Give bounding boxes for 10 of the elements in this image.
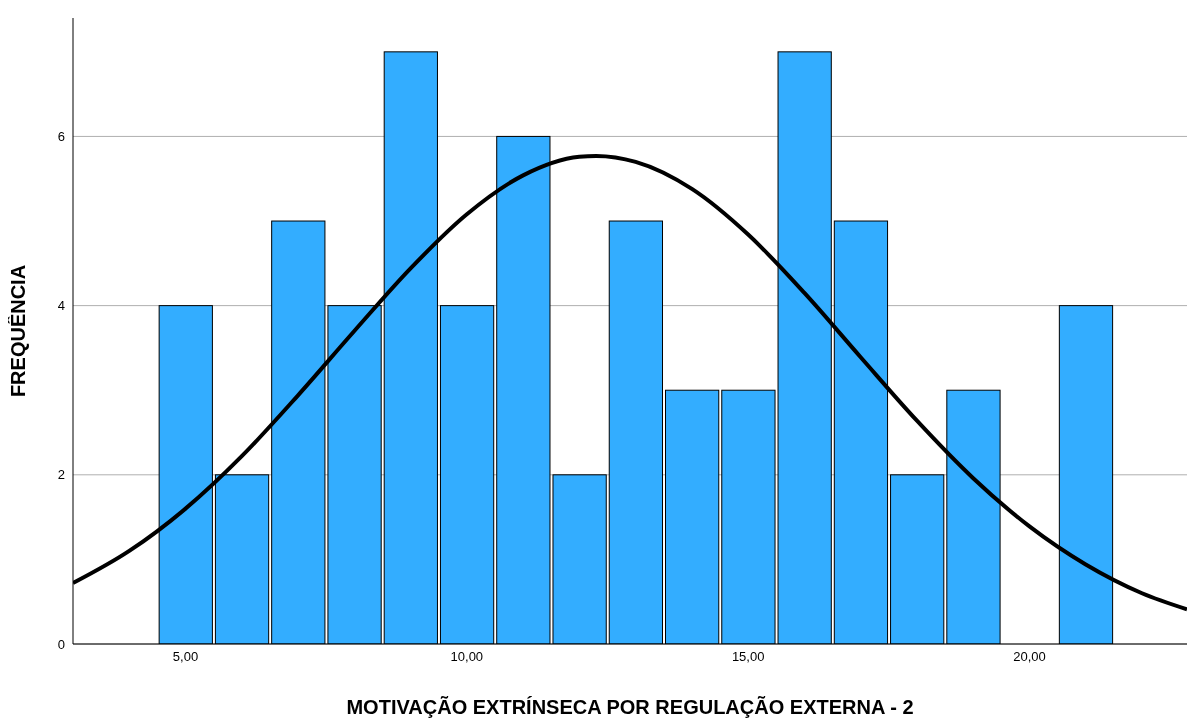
- x-tick-label: 10,00: [450, 649, 484, 665]
- y-tick-label: 4: [57, 298, 65, 314]
- y-axis-title: FREQUÊNCIA: [6, 264, 30, 398]
- y-tick-label: 6: [57, 129, 65, 145]
- x-tick-label: 20,00: [1013, 649, 1046, 665]
- y-tick-label: 0: [57, 636, 65, 652]
- x-tick-label: 15,00: [731, 649, 765, 665]
- y-tick-label: 2: [57, 467, 65, 483]
- x-axis-title: MOTIVAÇÃO EXTRÍNSECA POR REGULAÇÃO EXTERNA - 2: [346, 696, 914, 718]
- x-tick-label: 5,00: [172, 649, 199, 665]
